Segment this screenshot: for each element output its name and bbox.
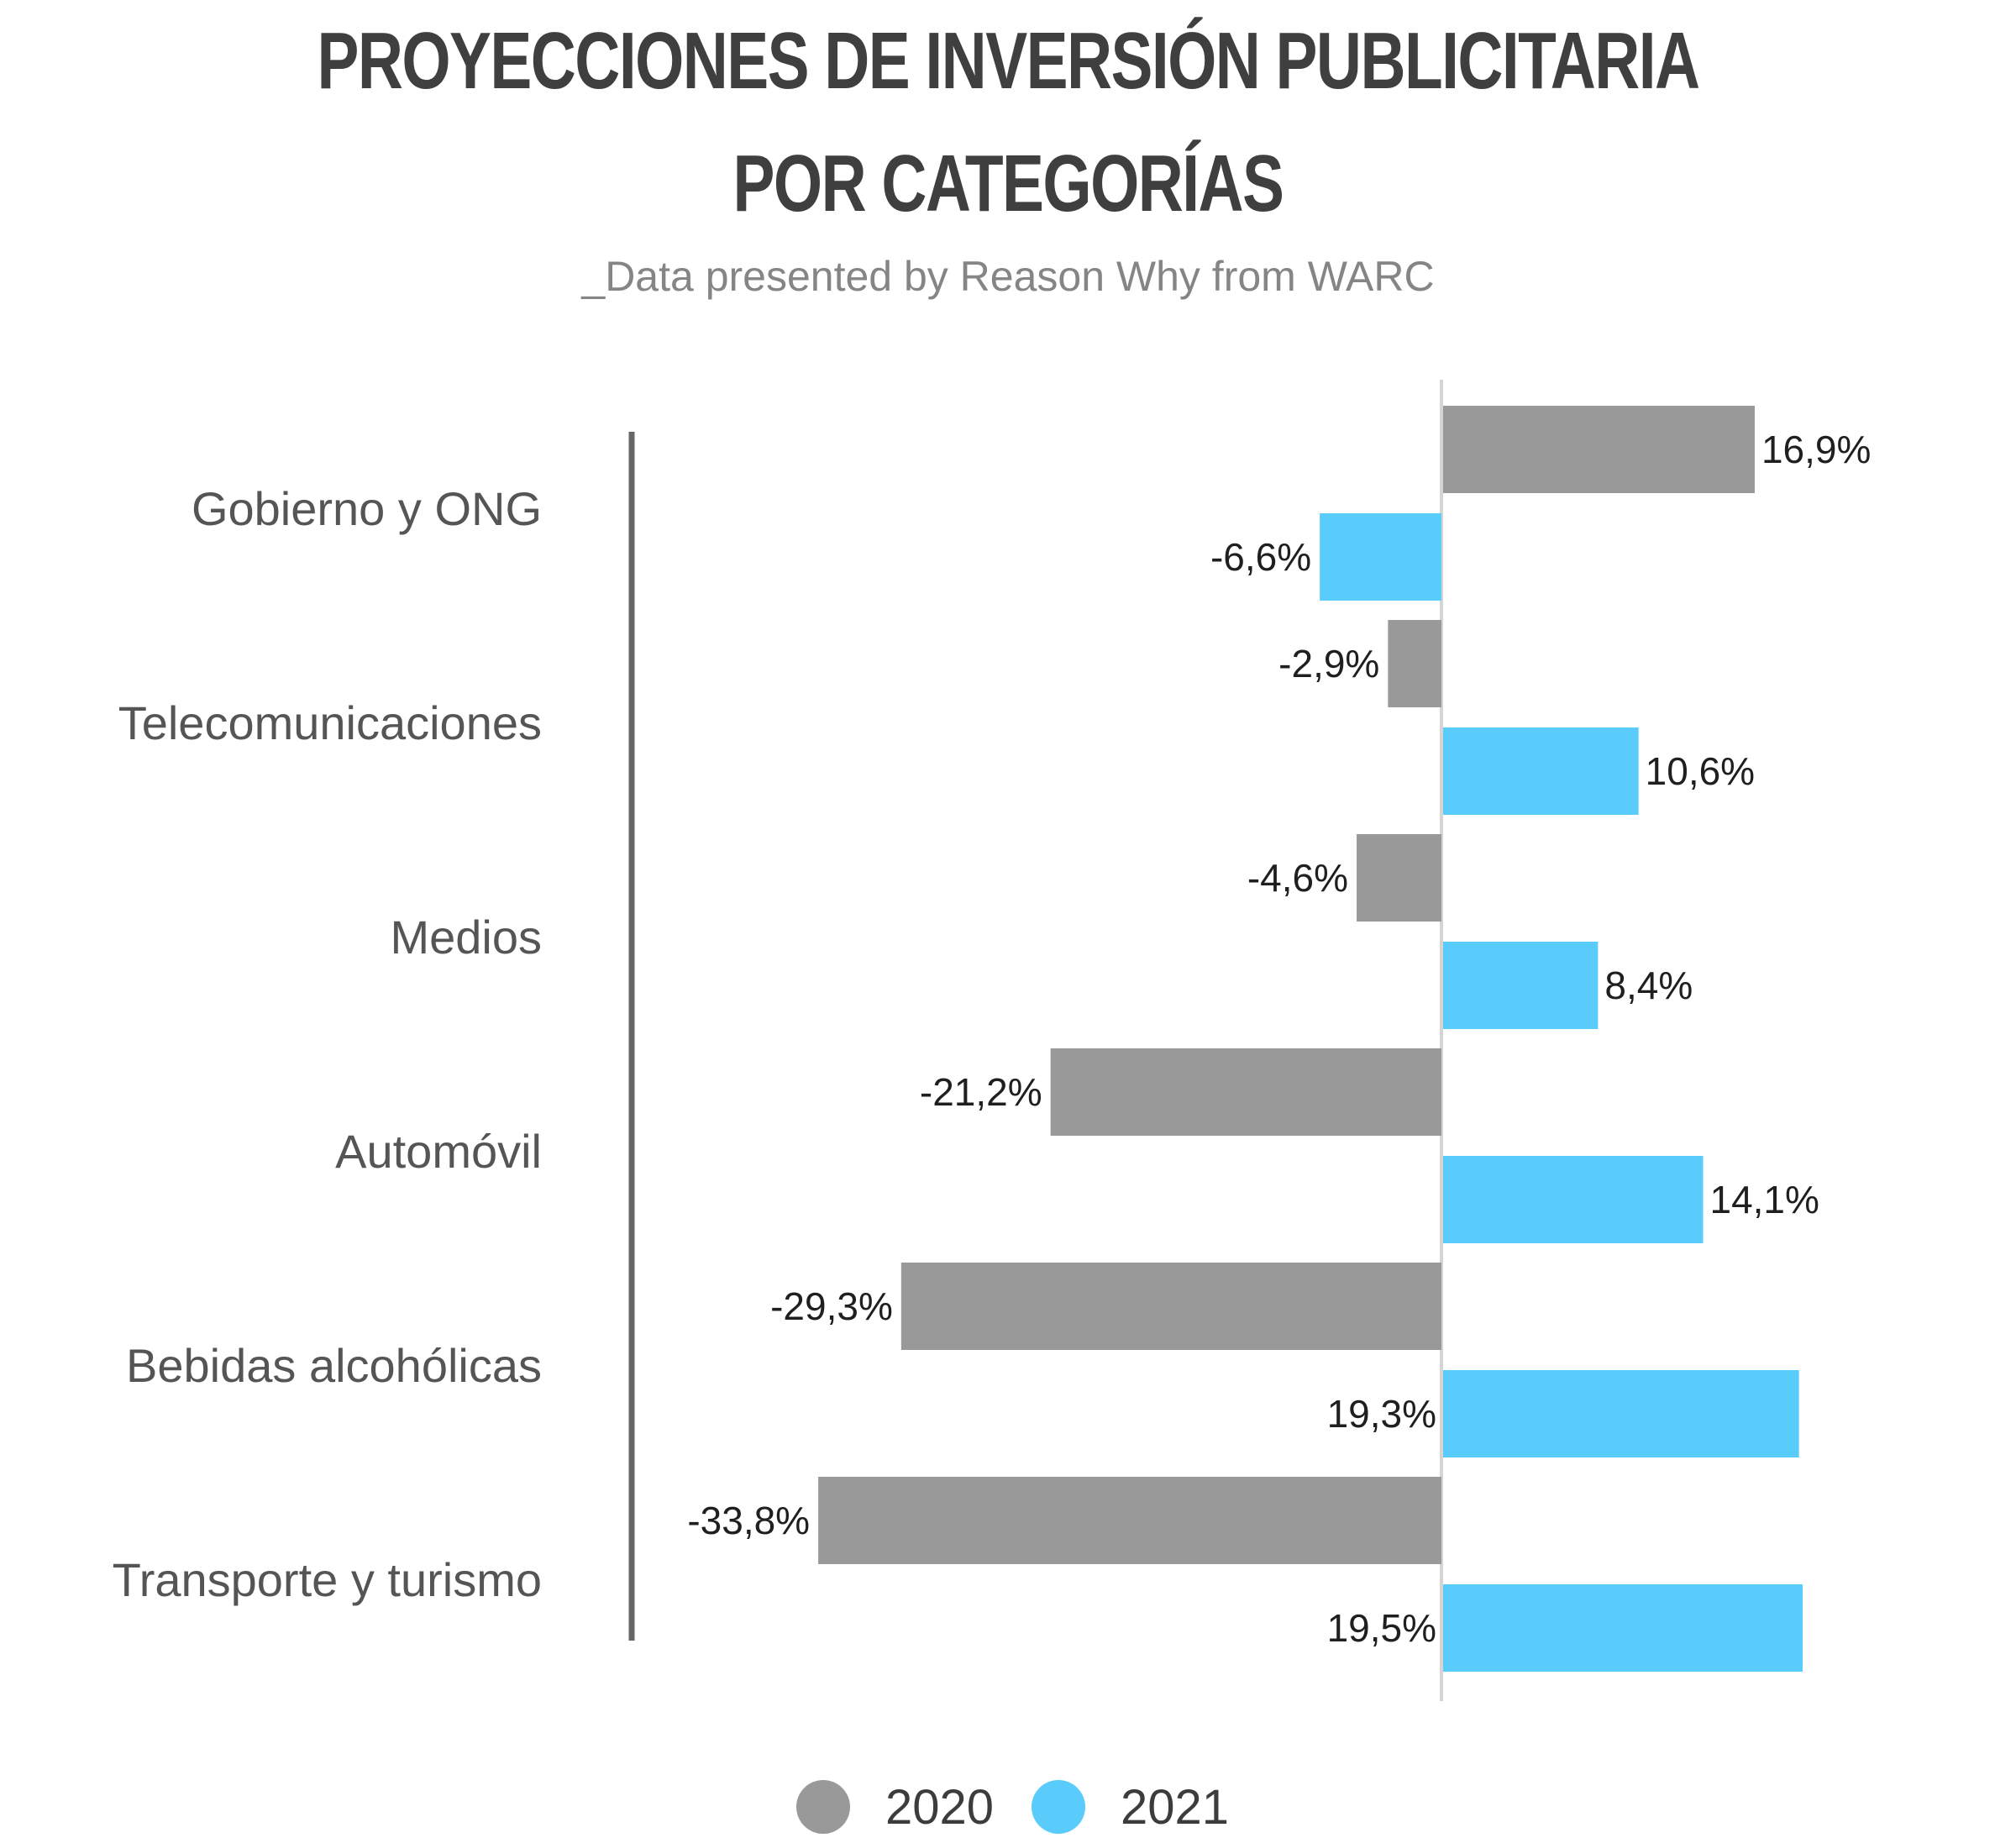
category-label: Automóvil (335, 1125, 542, 1178)
bar-2020 (1388, 620, 1441, 707)
legend-item-2021: 2021 (1032, 1779, 1229, 1835)
legend-label-2020: 2020 (885, 1779, 995, 1835)
bar-2020 (900, 1263, 1441, 1350)
bar-2021 (1443, 727, 1639, 815)
category-label: Bebidas alcohólicas (126, 1339, 542, 1392)
legend-label-2021: 2021 (1121, 1779, 1230, 1835)
data-label: 10,6% (1646, 749, 1755, 793)
bar-chart: Gobierno y ONG 16,9% -6,6% Telecomunicacion… (113, 380, 1871, 1701)
category-label: Transporte y turismo (113, 1553, 542, 1606)
bar-2020 (1443, 406, 1755, 493)
category-label: Telecomunicaciones (118, 696, 542, 749)
bar-2021 (1443, 1156, 1704, 1243)
chart-title-line-2: POR CATEGORÍAS (732, 139, 1284, 228)
data-label: 16,9% (1761, 428, 1871, 471)
data-label: 14,1% (1709, 1178, 1819, 1221)
bar-2021 (1443, 1584, 1803, 1672)
data-label: -6,6% (1210, 535, 1311, 579)
category-label: Gobierno y ONG (192, 482, 542, 535)
legend-swatch-2021 (1032, 1780, 1085, 1834)
bar-2020 (818, 1477, 1441, 1564)
data-label: -29,3% (770, 1284, 893, 1328)
bar-2020 (1357, 834, 1441, 922)
data-label: -2,9% (1278, 642, 1379, 685)
data-label: -33,8% (687, 1499, 810, 1542)
bar-2021 (1443, 942, 1599, 1029)
category-label: Medios (390, 911, 542, 964)
legend: 2020 2021 (0, 1779, 2016, 1838)
data-label: 8,4% (1604, 964, 1693, 1007)
data-label: -4,6% (1247, 856, 1348, 900)
data-label: 19,5% (1327, 1606, 1436, 1650)
bar-2021 (1443, 1370, 1799, 1457)
data-label: -21,2% (920, 1070, 1042, 1114)
legend-item-2020: 2020 (796, 1779, 994, 1835)
legend-swatch-2020 (796, 1780, 850, 1834)
chart-subtitle: _Data presented by Reason Why from WARC (581, 253, 1435, 300)
chart-title-line-1: PROYECCIONES DE INVERSIÓN PUBLICITARIA (317, 16, 1700, 106)
bar-2020 (1050, 1048, 1441, 1136)
data-label: 19,3% (1327, 1392, 1436, 1436)
bar-2021 (1320, 513, 1441, 601)
